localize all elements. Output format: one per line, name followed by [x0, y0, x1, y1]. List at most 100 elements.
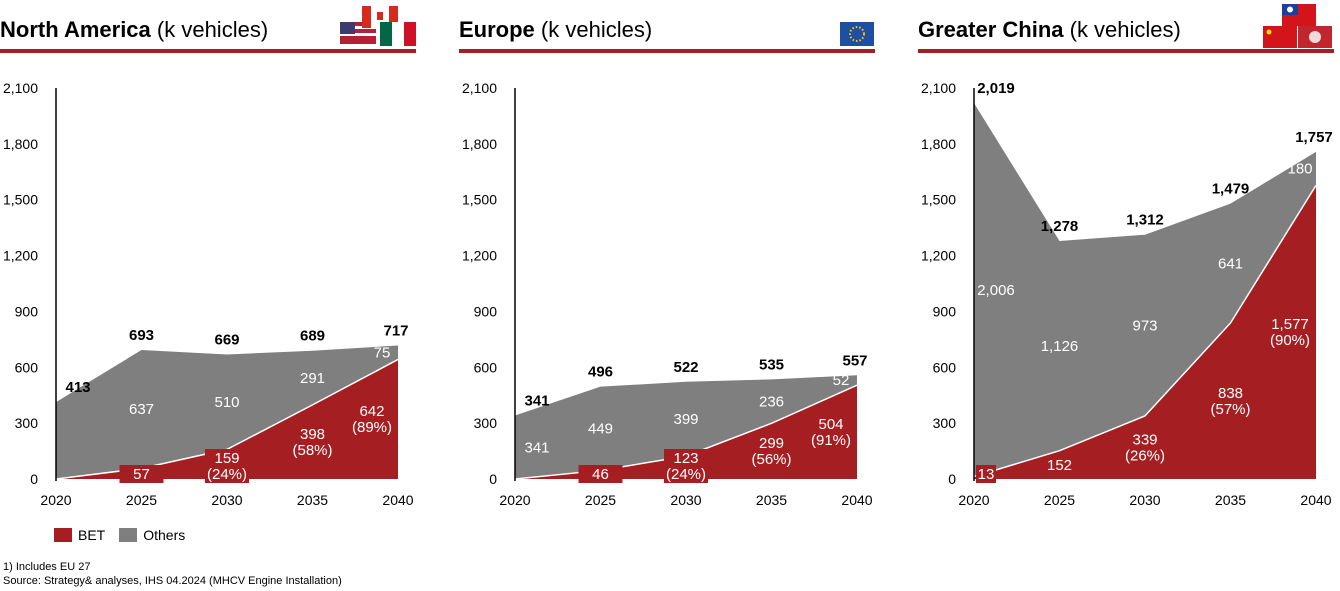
y-tick-label: 1,200 [921, 248, 956, 264]
others-value-label: 52 [833, 372, 850, 389]
total-label: 669 [214, 331, 239, 348]
y-tick-label: 300 [474, 415, 498, 431]
y-tick-label: 2,100 [3, 80, 38, 96]
total-label: 717 [383, 323, 408, 340]
y-tick-label: 900 [15, 303, 39, 319]
x-tick-label: 2030 [211, 492, 242, 508]
bet-value-label: 642 (89%) [352, 403, 392, 436]
bet-value-label: 46 [592, 466, 609, 483]
bet-label-box [205, 449, 249, 483]
y-tick-label: 300 [933, 415, 957, 431]
bet-value-label: 152 [1047, 457, 1072, 474]
y-tick-label: 600 [933, 359, 957, 375]
y-tick-label: 1,800 [3, 136, 38, 152]
y-tick-label: 600 [474, 359, 498, 375]
x-tick-label: 2040 [382, 492, 413, 508]
bet-value-label: 159 (24%) [207, 450, 247, 483]
footnote: 1) Includes EU 27 [3, 561, 91, 573]
y-tick-label: 300 [15, 415, 39, 431]
total-label: 1,479 [1212, 181, 1250, 198]
title-rule [459, 49, 875, 53]
others-value-label: 180 [1287, 161, 1312, 178]
legend: BET Others [54, 527, 185, 543]
y-tick-label: 1,500 [921, 192, 956, 208]
x-tick-label: 2025 [1044, 492, 1075, 508]
bet-area [974, 185, 1316, 479]
total-label: 522 [673, 359, 698, 376]
bet-area [515, 385, 857, 479]
y-tick-label: 2,100 [462, 80, 497, 96]
bet-value-label: 57 [133, 466, 150, 483]
y-tick-label: 2,100 [921, 80, 956, 96]
x-tick-label: 2020 [499, 492, 530, 508]
total-label: 557 [842, 352, 867, 369]
source-note: Source: Strategy& analyses, IHS 04.2024 … [3, 575, 342, 587]
others-value-label: 2,006 [977, 282, 1015, 299]
bet-label-box [976, 465, 996, 483]
others-value-label: 291 [300, 370, 325, 387]
total-label: 693 [129, 327, 154, 344]
total-label: 413 [65, 379, 90, 396]
others-value-label: 637 [129, 401, 154, 418]
flags-icon [1263, 4, 1335, 48]
x-tick-label: 2035 [297, 492, 328, 508]
x-tick-label: 2035 [756, 492, 787, 508]
x-tick-label: 2040 [841, 492, 872, 508]
legend-label-bet: BET [78, 527, 106, 543]
y-tick-label: 0 [489, 471, 497, 487]
x-tick-label: 2035 [1215, 492, 1246, 508]
others-value-label: 510 [214, 394, 239, 411]
y-tick-label: 600 [15, 359, 39, 375]
x-tick-label: 2040 [1300, 492, 1331, 508]
total-label: 1,278 [1041, 218, 1079, 235]
bet-area [56, 359, 398, 479]
bet-value-label: 398 (58%) [292, 426, 332, 459]
x-tick-label: 2025 [585, 492, 616, 508]
others-value-label: 641 [1218, 255, 1243, 272]
chart-greater-china: 0 300 600 900 1,200 1,500 1,800 2,100 2020 2025 20… [921, 80, 1333, 508]
bet-boundary-line [973, 184, 1317, 478]
others-value-label: 341 [524, 439, 549, 456]
y-tick-label: 1,800 [462, 136, 497, 152]
y-tick-label: 0 [30, 471, 38, 487]
bet-value-label: 13 [978, 466, 995, 483]
title-rule [918, 49, 1334, 53]
chart-europe: 0 300 600 900 1,200 1,500 1,800 2,100 2020 2025 20… [462, 80, 873, 508]
x-tick-label: 2020 [40, 492, 71, 508]
legend-swatch-bet [54, 528, 72, 542]
bet-value-label: 504 (91%) [811, 416, 851, 449]
total-label: 496 [588, 364, 613, 381]
y-tick-label: 1,500 [462, 192, 497, 208]
title-rule [0, 49, 416, 53]
flags-icon [340, 4, 416, 46]
chart-title: Europe (k vehicles) [459, 17, 653, 42]
bet-label-box [578, 465, 623, 483]
total-label: 1,312 [1126, 212, 1164, 229]
bet-label-box [119, 465, 164, 483]
bet-value-label: 123 (24%) [666, 450, 706, 483]
legend-label-others: Others [143, 527, 186, 543]
total-label: 1,757 [1295, 129, 1333, 146]
others-value-label: 75 [374, 344, 391, 361]
others-value-label: 973 [1132, 317, 1157, 334]
panel-north-america: North America (k vehicles) 0 300 600 900 1,2… [0, 0, 420, 520]
x-tick-label: 2025 [126, 492, 157, 508]
others-value-label: 236 [759, 393, 784, 410]
others-value-label: 399 [673, 411, 698, 428]
panel-greater-china: Greater China (k vehicles) 0 300 600 900 1,2… [918, 0, 1338, 520]
y-tick-label: 1,500 [3, 192, 38, 208]
bet-value-label: 838 (57%) [1210, 385, 1250, 418]
y-tick-label: 1,200 [3, 248, 38, 264]
total-label: 341 [524, 393, 549, 410]
eu-flag-icon [840, 4, 876, 46]
others-value-label: 1,126 [1041, 338, 1079, 355]
total-label: 2,019 [977, 80, 1015, 97]
x-tick-label: 2020 [958, 492, 989, 508]
chart-north-america: 0 300 600 900 1,200 1,500 1,800 2,100 2020 2025 20… [3, 80, 414, 508]
others-value-label: 449 [588, 421, 613, 438]
y-tick-label: 1,200 [462, 248, 497, 264]
bet-label-box [664, 449, 708, 483]
y-tick-label: 900 [933, 303, 957, 319]
chart-title: Greater China (k vehicles) [918, 17, 1181, 42]
y-tick-label: 0 [948, 471, 956, 487]
